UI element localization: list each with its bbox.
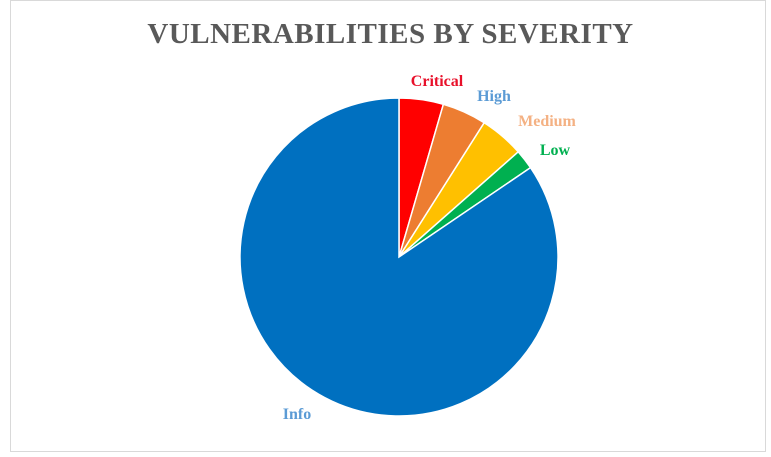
slice-label-high: High: [477, 88, 511, 105]
slice-label-medium: Medium: [518, 113, 576, 130]
slice-label-info: Info: [283, 406, 311, 423]
pie-labels: Critical High Medium Low Info: [283, 73, 577, 423]
slice-label-low: Low: [540, 142, 571, 159]
pie-slice-info: [239, 97, 559, 417]
chart-title: VULNERABILITIES BY SEVERITY: [147, 18, 634, 50]
slice-label-critical: Critical: [411, 73, 464, 90]
pie-slices: [239, 97, 559, 417]
